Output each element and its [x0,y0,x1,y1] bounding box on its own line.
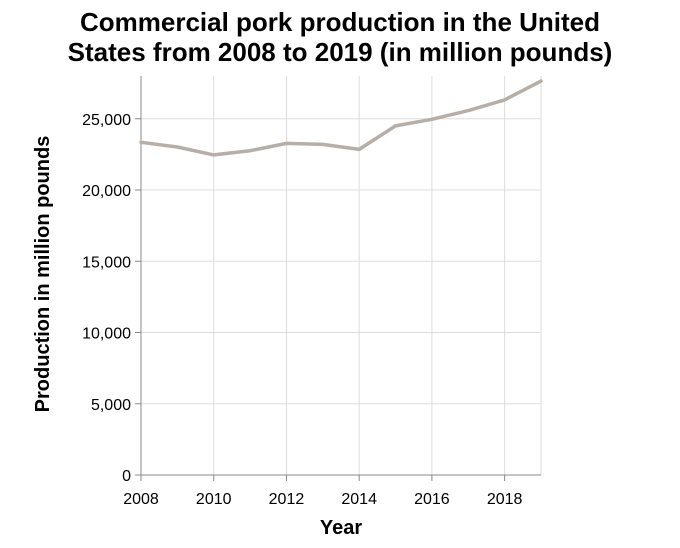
y-tick-label: 20,000 [82,183,131,200]
x-tick-label: 2010 [196,491,232,508]
series [139,79,543,157]
grid [140,76,542,476]
chart-title-line-1: Commercial pork production in the United [80,7,600,37]
x-tick-label: 2014 [341,491,377,508]
x-axis-title: Year [320,517,362,539]
y-axis-title: Production in million pounds [32,136,54,413]
y-tick-label: 25,000 [82,112,131,129]
y-tick-label: 10,000 [82,326,131,343]
y-tick-label: 15,000 [82,254,131,271]
x-tick-label: 2008 [123,491,159,508]
x-tick-label: 2012 [269,491,305,508]
y-tick-label: 0 [122,468,131,485]
axes [135,76,541,481]
series-line [139,79,543,157]
x-tick-label: 2016 [414,491,450,508]
tick-labels: 0 5,000 10,000 15,000 20,000 25,000 2008 2010 20… [82,112,522,508]
x-tick-label: 2018 [487,491,523,508]
chart-title-line-2: States from 2008 to 2019 (in million pou… [68,37,613,67]
y-tick-label: 5,000 [91,397,131,414]
